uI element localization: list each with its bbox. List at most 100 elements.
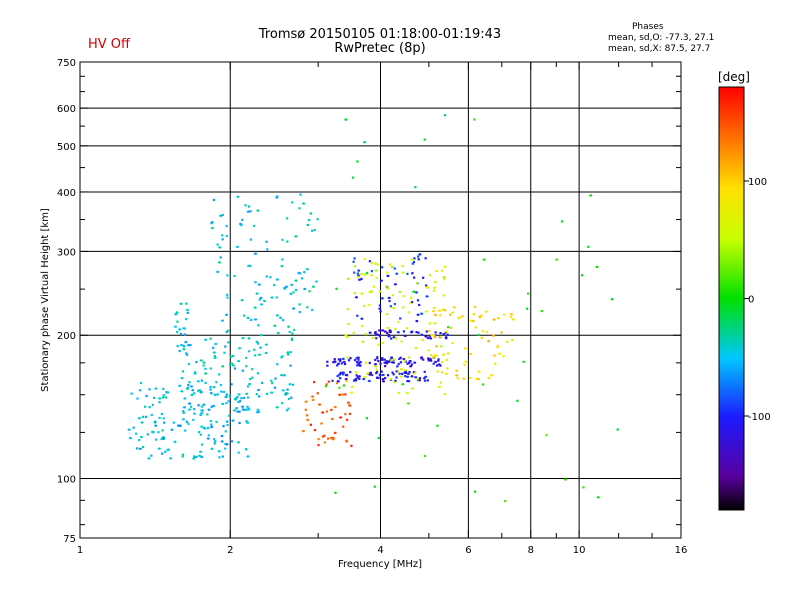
data-point-mark bbox=[511, 319, 515, 320]
data-point bbox=[238, 421, 241, 425]
data-point-mark bbox=[405, 392, 409, 394]
data-point-mark bbox=[451, 312, 455, 314]
data-point bbox=[313, 228, 316, 232]
data-point bbox=[245, 356, 248, 359]
data-point-mark bbox=[247, 383, 252, 385]
data-point bbox=[213, 438, 216, 441]
data-point-mark bbox=[333, 406, 337, 408]
data-point bbox=[226, 423, 229, 427]
data-point bbox=[331, 379, 334, 382]
x-tick-label: 1 bbox=[77, 545, 83, 556]
data-point-mark bbox=[282, 374, 286, 376]
data-point-mark bbox=[363, 376, 367, 378]
data-point bbox=[366, 271, 369, 275]
data-point-mark bbox=[399, 368, 403, 370]
data-point bbox=[221, 455, 224, 458]
data-point-mark bbox=[212, 352, 216, 354]
data-point-mark bbox=[510, 339, 514, 341]
data-point bbox=[185, 352, 188, 355]
colorbar-ticks: 100 0 -100 bbox=[744, 177, 771, 423]
data-point-mark bbox=[204, 339, 208, 341]
data-point bbox=[160, 412, 163, 416]
data-point bbox=[354, 379, 358, 382]
data-point-mark bbox=[406, 380, 410, 382]
data-point bbox=[304, 408, 307, 411]
data-point bbox=[270, 379, 273, 382]
y-tick-label: 100 bbox=[57, 475, 76, 486]
data-point bbox=[309, 423, 312, 426]
data-point bbox=[353, 292, 357, 295]
data-point bbox=[317, 437, 320, 441]
data-point bbox=[220, 390, 223, 393]
data-point-mark bbox=[382, 359, 386, 361]
data-point-mark bbox=[216, 271, 220, 273]
data-point-mark bbox=[240, 299, 244, 301]
data-point bbox=[197, 404, 200, 407]
data-point bbox=[352, 260, 355, 263]
data-point bbox=[339, 377, 342, 380]
data-point bbox=[306, 306, 309, 309]
data-point bbox=[427, 359, 430, 362]
data-point bbox=[320, 422, 323, 425]
data-point bbox=[406, 272, 409, 276]
data-point-mark bbox=[286, 353, 290, 355]
data-point bbox=[426, 336, 430, 340]
data-point bbox=[317, 444, 320, 447]
data-point-mark bbox=[306, 224, 310, 226]
data-point bbox=[477, 378, 480, 381]
data-point-mark bbox=[284, 286, 288, 288]
data-point bbox=[425, 284, 428, 287]
data-point bbox=[410, 363, 413, 366]
colorbar-tick-label: 0 bbox=[748, 295, 754, 306]
data-point bbox=[402, 295, 405, 298]
data-point bbox=[377, 333, 380, 336]
x-tick-label: 4 bbox=[377, 545, 383, 556]
data-point-mark bbox=[412, 291, 416, 293]
data-point bbox=[416, 377, 419, 381]
data-point-mark bbox=[331, 438, 335, 440]
data-point bbox=[354, 371, 358, 374]
data-point bbox=[339, 359, 342, 363]
data-point-mark bbox=[374, 270, 378, 272]
data-point bbox=[181, 370, 185, 373]
data-point bbox=[408, 356, 411, 359]
data-point-mark bbox=[270, 392, 274, 394]
data-point-mark bbox=[281, 389, 285, 391]
data-point-mark bbox=[365, 373, 370, 375]
data-point bbox=[282, 319, 285, 322]
data-point bbox=[375, 370, 379, 373]
data-point bbox=[387, 333, 390, 337]
data-point-mark bbox=[430, 334, 434, 336]
data-point bbox=[142, 445, 145, 449]
data-point bbox=[480, 314, 483, 317]
data-point bbox=[587, 245, 590, 248]
data-point-mark bbox=[410, 388, 414, 390]
data-point-mark bbox=[391, 307, 396, 309]
data-point-mark bbox=[344, 378, 348, 380]
data-point-mark bbox=[310, 396, 315, 398]
data-point-mark bbox=[374, 333, 378, 335]
data-point bbox=[393, 358, 396, 361]
y-tick-label: 200 bbox=[57, 331, 76, 342]
data-point bbox=[412, 261, 416, 264]
data-point-mark bbox=[478, 316, 482, 318]
data-point-mark bbox=[480, 337, 484, 339]
data-point-mark bbox=[234, 397, 238, 399]
data-point bbox=[396, 365, 399, 368]
data-point bbox=[432, 362, 435, 365]
data-point bbox=[560, 220, 564, 223]
data-point bbox=[375, 337, 378, 340]
data-point-mark bbox=[288, 383, 292, 385]
data-point-mark bbox=[202, 362, 206, 364]
data-point bbox=[251, 368, 254, 371]
data-point-mark bbox=[264, 352, 268, 354]
data-point bbox=[238, 400, 242, 403]
data-point bbox=[226, 293, 229, 296]
data-point bbox=[432, 289, 436, 292]
data-point bbox=[386, 313, 389, 316]
data-point bbox=[284, 392, 287, 395]
data-point-mark bbox=[202, 427, 206, 429]
data-point-mark bbox=[421, 339, 425, 341]
data-point bbox=[225, 393, 228, 396]
data-point-mark bbox=[179, 303, 183, 305]
